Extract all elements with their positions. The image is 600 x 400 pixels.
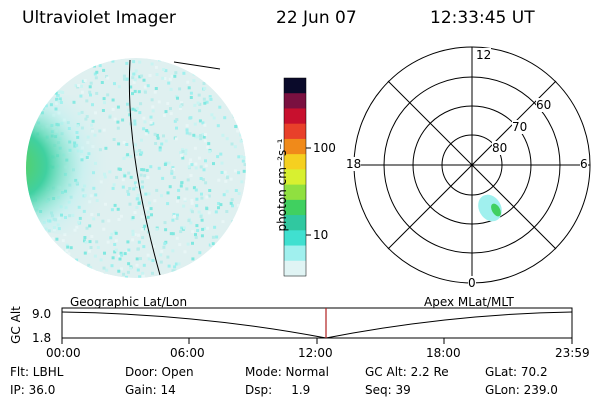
xtick-0000: 00:00	[46, 346, 81, 360]
mlt-label-6: 6	[580, 157, 588, 171]
lat-label-80: 80	[492, 141, 508, 155]
mlt-label-0: 0	[468, 276, 476, 290]
colorbar-band	[284, 93, 306, 109]
xtick-1200: 12:00	[298, 346, 333, 360]
instrument-title: Ultraviolet Imager	[22, 8, 176, 28]
filter-info: Flt: LBHL	[10, 365, 64, 379]
door-info: Door: Open	[125, 365, 194, 379]
color-scale-bar	[283, 77, 311, 277]
xtick-0600: 06:00	[170, 346, 205, 360]
gain-info: Gain: 14	[125, 383, 176, 397]
glat-info: GLat: 70.2	[485, 365, 548, 379]
colorbar-band	[284, 108, 306, 125]
dsp-info: Dsp: 1.9	[245, 383, 311, 397]
timeline-right-caption: Apex MLat/MLT	[424, 295, 514, 309]
mlt-label-18: 18	[346, 157, 362, 171]
colorbar-band	[284, 199, 306, 216]
colorbar-band	[284, 138, 306, 155]
aurora-patch	[478, 194, 502, 222]
seq-info: Seq: 39	[365, 383, 411, 397]
xtick-1800: 18:00	[426, 346, 461, 360]
xtick-2359: 23:59	[555, 346, 590, 360]
colorbar-band	[284, 154, 306, 170]
ytick-9: 9.0	[32, 307, 52, 321]
colorbar-tick-10: 10	[313, 228, 329, 242]
colorbar-band	[284, 123, 306, 140]
lat-label-60: 60	[536, 98, 552, 112]
colorbar-band	[284, 184, 306, 201]
glon-info: GLon: 239.0	[485, 383, 558, 397]
colorbar-band	[284, 245, 306, 262]
date-label: 22 Jun 07	[276, 8, 357, 28]
time-label: 12:33:45 UT	[430, 8, 535, 28]
mlt-label-12: 12	[476, 48, 492, 62]
colorbar-band	[284, 169, 306, 186]
lat-label-70: 70	[512, 120, 528, 134]
timeline-left-caption: Geographic Lat/Lon	[70, 295, 188, 309]
ytick-1-8: 1.8	[32, 331, 52, 345]
colorbar-band	[284, 260, 306, 277]
colorbar-tick-100: 100	[313, 141, 336, 155]
terminator-line	[128, 59, 161, 276]
orbit-marker	[173, 61, 221, 70]
mode-info: Mode: Normal	[245, 365, 329, 379]
colorbar-band	[284, 215, 306, 231]
colorbar-band	[284, 230, 306, 247]
ip-info: IP: 36.0	[10, 383, 56, 397]
gc-alt-info: GC Alt: 2.2 Re	[365, 365, 449, 379]
colorbar-band	[284, 78, 306, 94]
